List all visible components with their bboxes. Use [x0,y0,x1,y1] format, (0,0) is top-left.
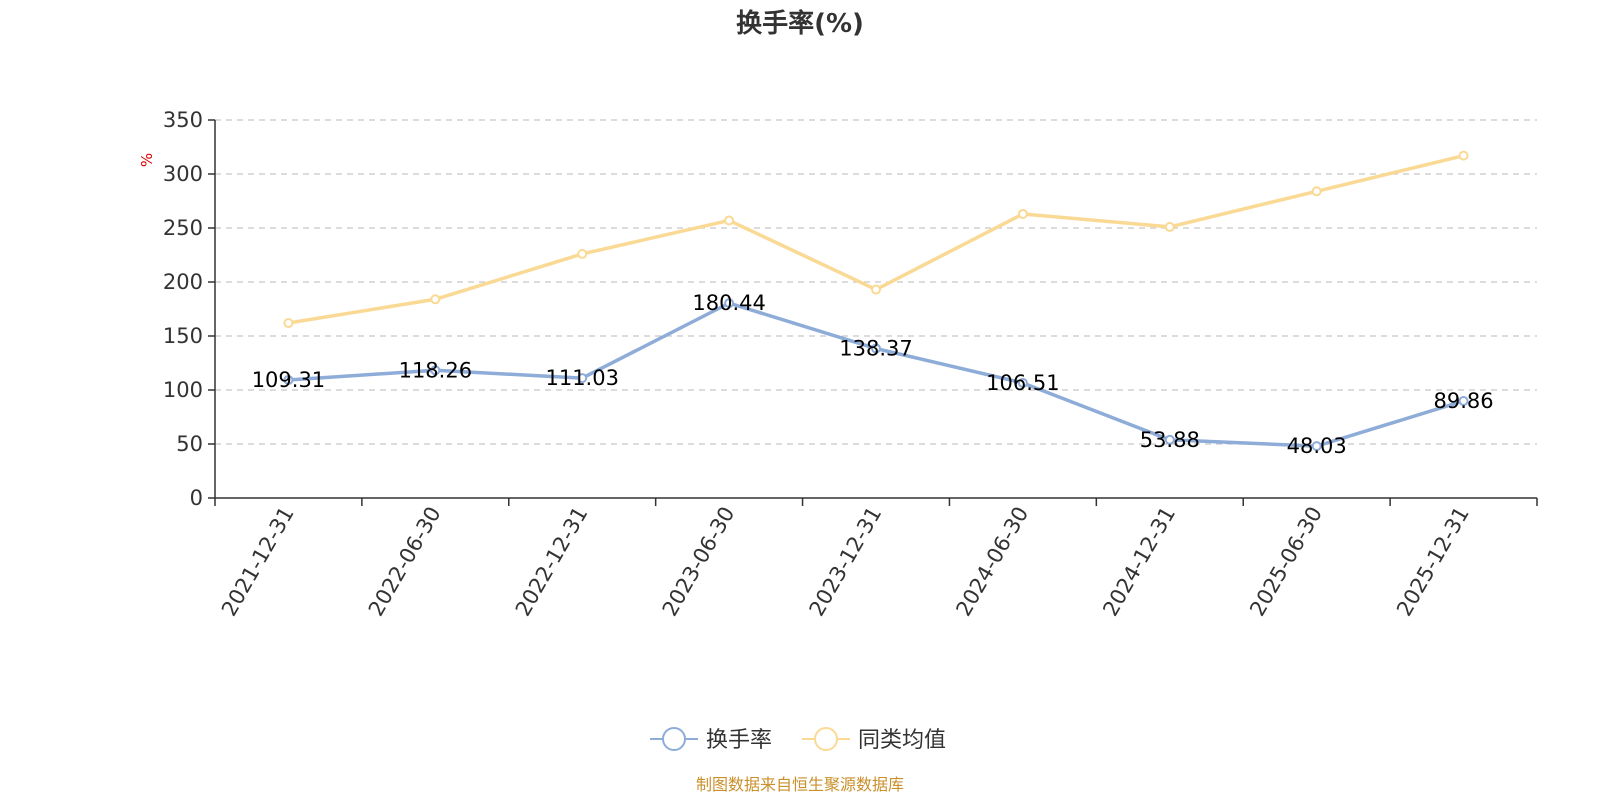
data-point [1311,441,1322,452]
series-lines [283,150,1469,452]
x-tick-label: 2025-12-31 [1392,503,1474,621]
data-label: 89.86 [1433,389,1493,413]
y-tick-label: 50 [176,432,203,456]
data-point [1017,208,1028,219]
y-tick-label: 350 [163,108,203,132]
x-tick-label: 2024-06-30 [951,503,1033,621]
legend-label: 换手率 [706,728,772,753]
data-label: 53.88 [1140,428,1200,452]
data-point [430,294,441,305]
y-tick-label: 300 [163,162,203,186]
data-label: 106.51 [986,371,1059,395]
data-label: 48.03 [1287,434,1347,458]
data-point [724,298,735,309]
data-point [577,248,588,259]
data-point [1458,150,1469,161]
data-point [871,284,881,295]
x-tick-label: 2023-06-30 [658,503,740,621]
data-label: 180.44 [692,291,765,315]
y-tick-label: 150 [163,324,203,348]
x-tick-label: 2021-12-31 [217,503,299,621]
data-point [1458,395,1469,406]
data-point [577,373,588,384]
chart-title: 换手率(%) [736,8,864,39]
legend[interactable]: 换手率 同类均值 [650,727,946,753]
data-label: 109.31 [252,368,325,392]
y-tick-label: 100 [163,378,203,402]
legend-marker-icon [662,727,686,751]
data-point [283,318,294,329]
data-point [1017,377,1028,388]
data-point [283,374,294,385]
y-tick-label: 200 [163,270,203,294]
data-point [1311,186,1322,197]
legend-item[interactable]: 同类均值 [802,727,946,753]
data-label: 111.03 [545,366,618,390]
x-tick-label: 2023-12-31 [805,503,887,621]
data-label: 118.26 [399,358,472,382]
data-point [430,365,441,376]
y-tick-label: 250 [163,216,203,240]
data-label: 138.37 [839,337,912,361]
legend-item[interactable]: 换手率 [650,727,772,753]
data-point [1164,221,1175,232]
legend-label: 同类均值 [858,728,946,753]
data-point [724,215,735,226]
grid-lines [215,119,1537,445]
x-tick-label: 2025-06-30 [1245,503,1327,621]
series-line [288,153,1464,325]
legend-marker-icon [814,727,838,751]
axes: 0 50 100 150 200 250 300 350 2021-12-31 2022-06-3… [163,108,1538,621]
x-tick-label: 2022-06-30 [364,503,446,621]
y-tick-label: 0 [190,486,203,510]
data-point [871,343,881,354]
data-point [1164,434,1175,445]
x-tick-label: 2024-12-31 [1098,503,1180,621]
data-labels: 109.31 118.26 111.03 180.44 138.37 106.51 53.8… [252,291,1494,458]
y-axis-unit: % [138,153,156,167]
x-tick-label: 2022-12-31 [511,503,593,621]
source-note: 制图数据来自恒生聚源数据库 [696,775,904,794]
